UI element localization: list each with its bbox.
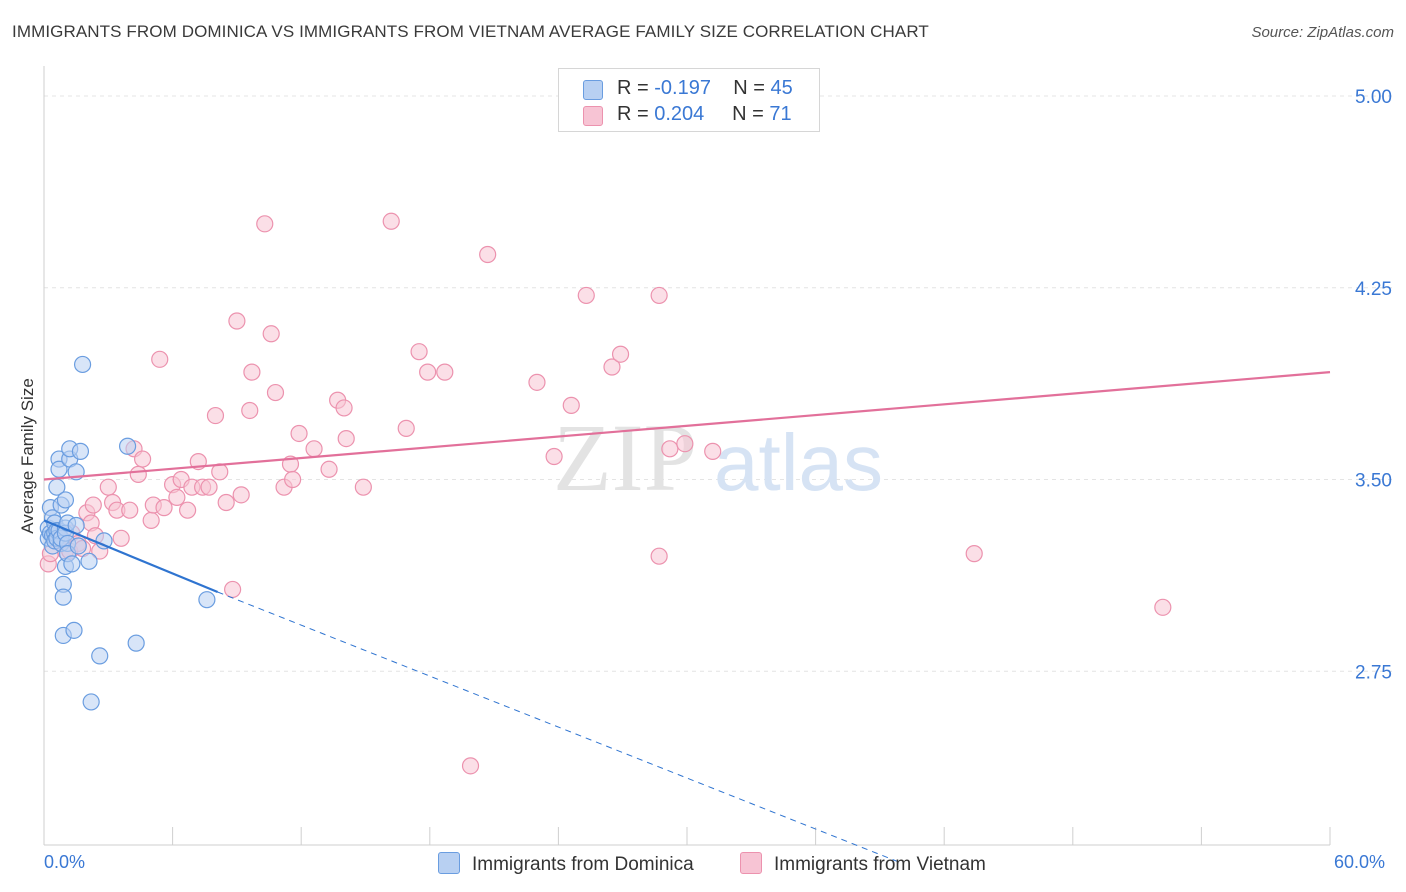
dominica-point [127, 634, 145, 652]
vietnam-point [206, 406, 225, 425]
vietnam-point [142, 511, 160, 530]
dominica-trend-line [43, 519, 219, 594]
legend-n-value: 71 [769, 103, 792, 125]
source-credit: Source: ZipAtlas.com [1251, 24, 1394, 41]
dominica-point [118, 437, 137, 455]
bottom-legend-dominica: Immigrants from Dominica [438, 852, 694, 876]
vietnam-point [256, 215, 274, 233]
legend-swatch-vietnam [583, 106, 603, 126]
legend-n-label: N = [733, 77, 765, 99]
vietnam-point [704, 442, 722, 460]
vietnam-point [284, 470, 302, 489]
vietnam-point [410, 343, 428, 361]
vietnam-point [661, 440, 679, 458]
legend-r-label: R = [617, 103, 649, 125]
vietnam-point [232, 486, 250, 504]
legend-box: R = -0.197 N = 45 R = 0.204 N = 71 [558, 68, 820, 132]
vietnam-point [528, 373, 546, 391]
dominica-point [56, 491, 75, 509]
bottom-legend-vietnam: Immigrants from Vietnam [740, 852, 986, 876]
vietnam-point [479, 245, 497, 264]
dominica-trend-extension [217, 591, 902, 864]
vietnam-point [155, 499, 173, 517]
vietnam-point [335, 399, 353, 417]
vietnam-point [290, 424, 308, 443]
bottom-legend-swatch-vietnam [740, 852, 762, 874]
x-tick-min: 0.0% [44, 852, 86, 872]
vietnam-point [354, 478, 372, 496]
x-tick-max: 60.0% [1334, 852, 1386, 872]
vietnam-point [562, 396, 580, 414]
vietnam-point [262, 325, 280, 343]
vietnam-point [179, 501, 197, 519]
vietnam-point [200, 478, 218, 496]
vietnam-point [337, 429, 355, 448]
vietnam-point [243, 363, 261, 381]
dominica-point [69, 537, 87, 555]
bottom-legend-label-vietnam: Immigrants from Vietnam [774, 854, 986, 875]
dominica-point [54, 588, 72, 606]
bottom-legend-swatch-dominica [438, 852, 460, 874]
legend-r-label: R = [617, 77, 649, 99]
vietnam-point [320, 460, 338, 478]
dominica-point [80, 552, 98, 570]
dominica-point [71, 442, 90, 460]
vietnam-point [151, 350, 169, 368]
bottom-legend-label-dominica: Immigrants from Dominica [472, 854, 694, 875]
dominica-point [82, 693, 100, 711]
axes [43, 66, 1331, 846]
vietnam-trend-line [43, 371, 1331, 481]
vietnam-point [99, 478, 117, 496]
series-vietnam-points [39, 212, 1172, 775]
y-tick-label: 2.75 [1355, 662, 1392, 683]
y-tick-label: 4.25 [1355, 279, 1392, 300]
legend-r-value: 0.204 [654, 103, 705, 125]
vietnam-point [84, 496, 102, 514]
dominica-point [63, 555, 81, 573]
vietnam-point [133, 450, 152, 468]
vietnam-point [266, 383, 285, 402]
dominica-point [198, 591, 216, 609]
trend-lines [43, 371, 1331, 864]
gridlines [44, 95, 1392, 672]
vietnam-point [461, 757, 480, 775]
vietnam-point [577, 286, 595, 305]
vietnam-point [545, 447, 563, 466]
vietnam-point [419, 363, 437, 381]
legend-swatch-dominica [583, 80, 603, 100]
dominica-point [65, 621, 83, 639]
vietnam-point [217, 493, 235, 512]
y-tick-label: 3.50 [1355, 471, 1392, 492]
watermark-zip: ZIP [553, 404, 697, 511]
legend-n-value: 45 [770, 77, 793, 99]
vietnam-point [241, 401, 259, 420]
vietnam-point [436, 363, 454, 381]
vietnam-point [1154, 598, 1172, 616]
vietnam-point [129, 465, 147, 483]
vietnam-point [650, 286, 668, 305]
vietnam-point [228, 312, 246, 330]
vietnam-point [965, 545, 983, 563]
vietnam-point [224, 580, 242, 599]
vietnam-point [382, 212, 400, 230]
vietnam-point [168, 488, 186, 506]
chart-title: IMMIGRANTS FROM DOMINICA VS IMMIGRANTS F… [12, 22, 929, 41]
dominica-point [91, 647, 109, 665]
y-tick-label: 5.00 [1355, 87, 1392, 108]
dominica-point [73, 355, 92, 374]
vietnam-point [397, 419, 415, 437]
vietnam-point [611, 345, 630, 363]
y-tick-labels: 2.75 3.50 4.25 5.00 [1355, 87, 1392, 683]
vietnam-point [112, 529, 130, 547]
vietnam-point [603, 358, 621, 376]
legend-n-label: N = [732, 103, 764, 125]
vietnam-point [121, 501, 139, 519]
vietnam-point [676, 435, 694, 453]
watermark-atlas: atlas [714, 418, 883, 507]
vietnam-point [650, 547, 668, 565]
watermark: ZIP atlas [553, 404, 883, 511]
legend-r-value: -0.197 [654, 77, 711, 99]
vietnam-point [305, 440, 323, 458]
